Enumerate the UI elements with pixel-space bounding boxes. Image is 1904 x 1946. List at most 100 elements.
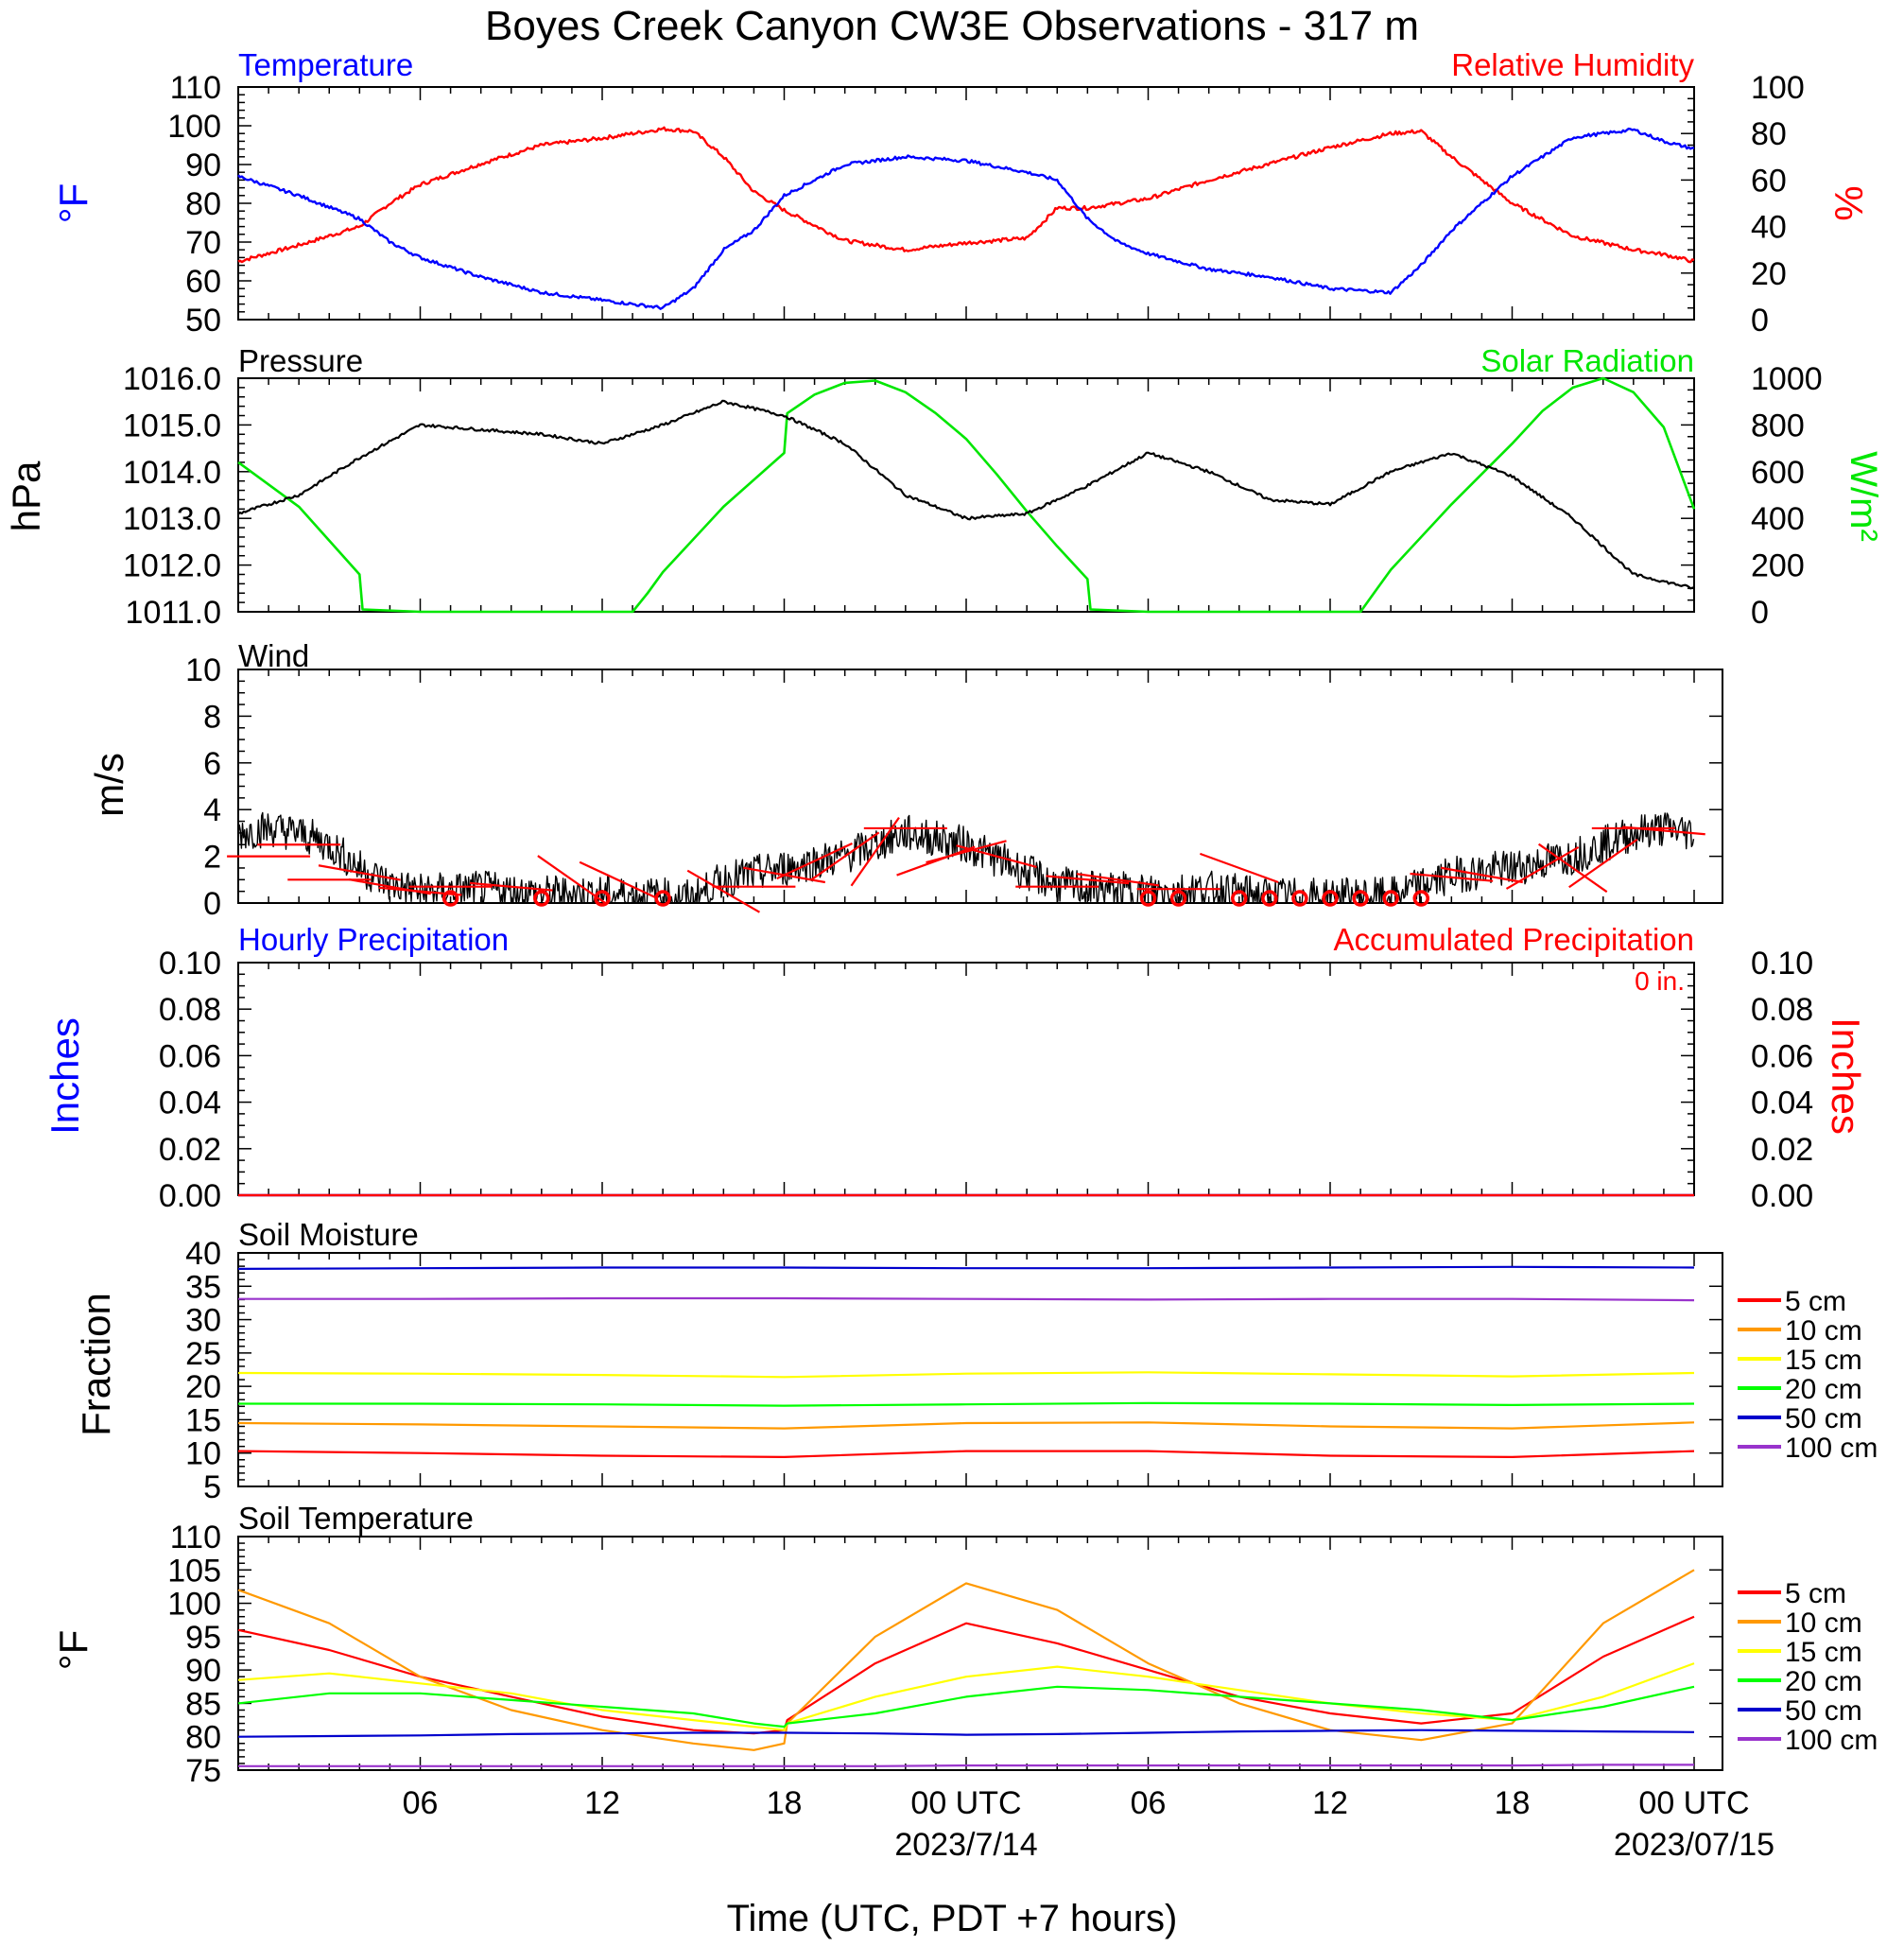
soil-moisture-50cm-line xyxy=(237,1265,1695,1270)
rh-y-tick-label: 20 xyxy=(1751,256,1787,292)
x-tick-label: 00 UTC xyxy=(1638,1785,1749,1821)
legend-label: 10 cm xyxy=(1785,1607,1862,1639)
soil-moisture-10cm-line xyxy=(237,1421,1695,1430)
calm-wind-marker xyxy=(654,890,671,907)
x-tick-label: 06 xyxy=(1131,1785,1167,1821)
x-date-label: 2023/07/15 xyxy=(1614,1827,1774,1863)
calm-wind-marker xyxy=(594,890,611,907)
x-tick-label: 12 xyxy=(1312,1785,1348,1821)
pressure-y-tick-label: 1013.0 xyxy=(123,501,221,537)
pressure-title: Pressure xyxy=(238,343,363,378)
precip-left-y-tick-label: 0.06 xyxy=(159,1038,221,1074)
solar-y-tick-label: 0 xyxy=(1751,595,1769,631)
wind-barb xyxy=(1046,875,1130,885)
soil-temperature-100cm-line xyxy=(238,1764,1694,1767)
wind-barb xyxy=(926,840,1007,864)
wind-y-tick-label: 8 xyxy=(203,699,221,735)
soil-moisture-frame xyxy=(237,1252,1723,1487)
soil-temperature-y-tick-label: 75 xyxy=(185,1753,221,1789)
x-axis-label: Time (UTC, PDT +7 hours) xyxy=(727,1898,1178,1939)
pressure-y-tick-label: 1011.0 xyxy=(126,595,221,631)
temp-y-tick-label: 80 xyxy=(185,186,221,222)
legend-label: 50 cm xyxy=(1785,1403,1862,1434)
calm-wind-marker xyxy=(1412,890,1429,907)
x-tick-label: 18 xyxy=(1495,1785,1531,1821)
wind-title: Wind xyxy=(238,638,309,673)
pressure-frame xyxy=(237,377,1695,613)
wind-y-tick-label: 2 xyxy=(203,840,221,876)
soil-temperature-unit: °F xyxy=(51,1630,95,1670)
humidity-unit: % xyxy=(1826,185,1871,220)
x-tick-label: 12 xyxy=(584,1785,620,1821)
soil-moisture-20cm-line xyxy=(238,1401,1695,1407)
legend-label: 100 cm xyxy=(1785,1433,1878,1464)
temp-frame xyxy=(237,86,1695,321)
wind-barb xyxy=(1505,845,1580,890)
wind-speed-line xyxy=(237,811,1695,904)
pressure-unit: hPa xyxy=(4,460,48,531)
wind-y-tick-label: 10 xyxy=(185,652,221,688)
soil-temperature-y-tick-label: 90 xyxy=(185,1653,221,1689)
temp-y-tick-label: 70 xyxy=(185,225,221,261)
wind-barb xyxy=(469,881,553,892)
rh-y-tick-label: 40 xyxy=(1751,210,1787,246)
wind-barb xyxy=(1410,872,1494,882)
soil-moisture-15cm-line xyxy=(237,1371,1695,1379)
calm-wind-marker xyxy=(1261,890,1278,907)
soil-moisture-y-tick-label: 5 xyxy=(203,1469,221,1505)
hourly-precip-title: Hourly Precipitation xyxy=(238,922,509,957)
soil-temperature-y-tick-label: 80 xyxy=(185,1720,221,1756)
humidity-line xyxy=(237,126,1695,264)
temp-y-tick-label: 60 xyxy=(185,264,221,300)
temperature-title: Temperature xyxy=(238,47,413,82)
soil-moisture-y-tick-label: 20 xyxy=(185,1369,221,1405)
soil-temperature-5cm-line xyxy=(237,1615,1695,1735)
precip-left-y-tick-label: 0.02 xyxy=(159,1132,221,1168)
soil-moisture-y-tick-label: 10 xyxy=(185,1436,221,1472)
soil-moisture-title: Soil Moisture xyxy=(238,1217,419,1252)
temp-y-tick-label: 100 xyxy=(167,109,221,145)
rh-y-tick-label: 60 xyxy=(1751,163,1787,199)
calm-wind-marker xyxy=(533,890,550,907)
soil-moisture-100cm-line xyxy=(238,1296,1695,1302)
wind-barb xyxy=(1568,838,1638,889)
pressure-y-tick-label: 1012.0 xyxy=(123,548,221,584)
soil-temperature-50cm-line xyxy=(237,1729,1695,1738)
soil-temperature-10cm-line xyxy=(237,1569,1695,1751)
x-tick-label: 18 xyxy=(767,1785,803,1821)
soil-temperature-15cm-line xyxy=(237,1662,1695,1731)
solar-unit: W/m² xyxy=(1843,451,1884,542)
legend-label: 20 cm xyxy=(1785,1666,1862,1697)
wind-y-tick-label: 0 xyxy=(203,886,221,922)
rh-y-tick-label: 80 xyxy=(1751,116,1787,152)
wind-barb xyxy=(686,869,760,913)
calm-wind-marker xyxy=(1322,890,1339,907)
rh-y-tick-label: 100 xyxy=(1751,70,1805,106)
legend-label: 50 cm xyxy=(1785,1695,1862,1727)
pressure-y-tick-label: 1014.0 xyxy=(123,455,221,491)
x-tick-label: 06 xyxy=(403,1785,439,1821)
soil-temperature-frame xyxy=(237,1536,1723,1771)
legend-label: 15 cm xyxy=(1785,1345,1862,1376)
temperature-unit: °F xyxy=(51,183,95,223)
soil-moisture-y-tick-label: 25 xyxy=(185,1336,221,1372)
soil-temperature-y-tick-label: 100 xyxy=(167,1587,221,1623)
precip-right-y-tick-label: 0.00 xyxy=(1751,1178,1813,1214)
rh-y-tick-label: 0 xyxy=(1751,303,1769,339)
precip-frame xyxy=(237,962,1695,1196)
pressure-y-tick-label: 1015.0 xyxy=(123,408,221,443)
legend-label: 5 cm xyxy=(1785,1578,1846,1609)
precip-left-y-tick-label: 0.08 xyxy=(159,992,221,1028)
solar-y-tick-label: 600 xyxy=(1751,455,1805,491)
soil-moisture-y-tick-label: 40 xyxy=(185,1236,221,1272)
calm-wind-marker xyxy=(1382,890,1399,907)
wind-barb xyxy=(809,831,880,881)
wind-y-tick-label: 4 xyxy=(203,792,221,828)
wind-barb xyxy=(1200,852,1279,884)
precip-left-y-tick-label: 0.10 xyxy=(159,946,221,982)
figure-title: Boyes Creek Canyon CW3E Observations - 3… xyxy=(485,3,1419,49)
soil-temperature-title: Soil Temperature xyxy=(238,1501,474,1536)
solar-y-tick-label: 800 xyxy=(1751,408,1805,443)
